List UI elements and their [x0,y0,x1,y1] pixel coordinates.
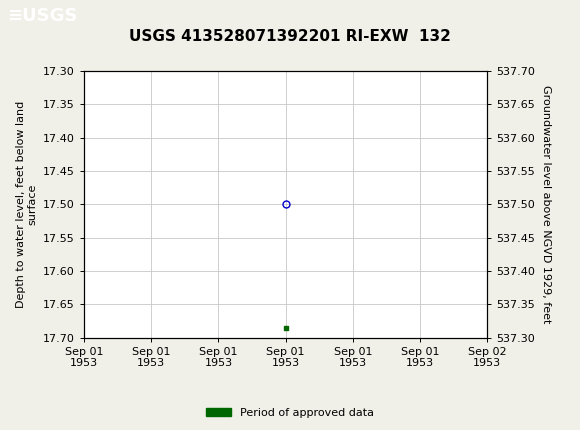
Legend: Period of approved data: Period of approved data [202,403,378,422]
Text: USGS 413528071392201 RI-EXW  132: USGS 413528071392201 RI-EXW 132 [129,29,451,44]
Y-axis label: Groundwater level above NGVD 1929, feet: Groundwater level above NGVD 1929, feet [541,85,550,323]
Y-axis label: Depth to water level, feet below land
surface: Depth to water level, feet below land su… [16,101,38,308]
Text: ≡USGS: ≡USGS [7,7,78,25]
